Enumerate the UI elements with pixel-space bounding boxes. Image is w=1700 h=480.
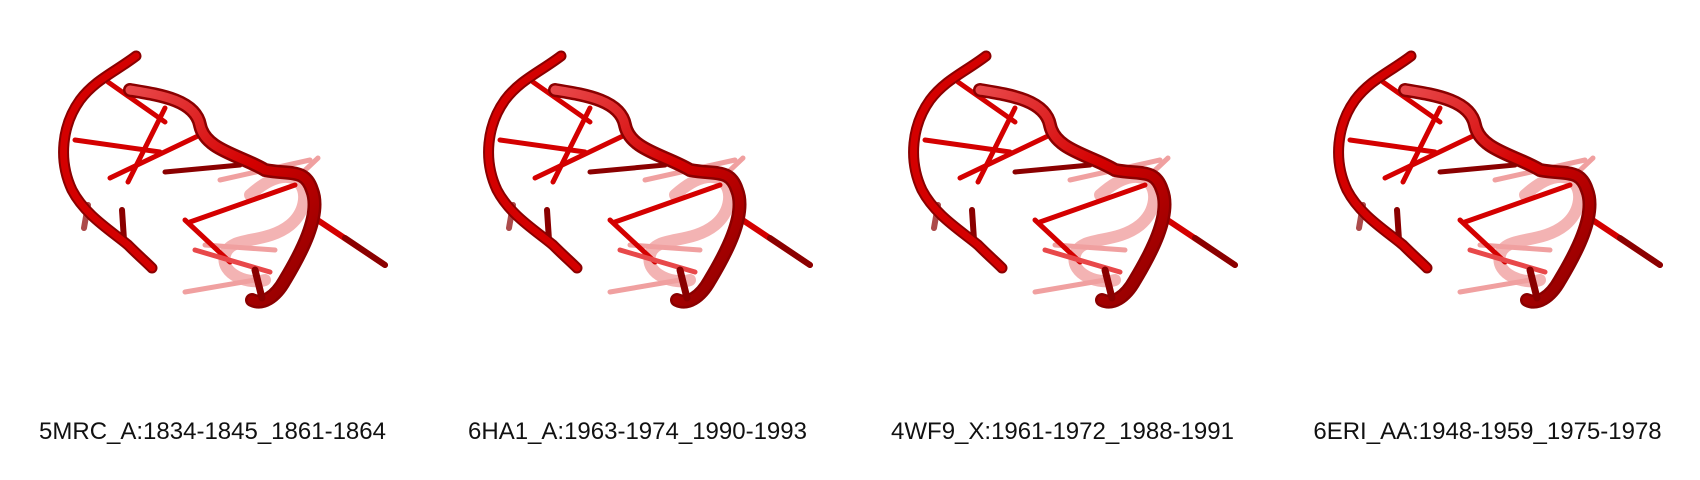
rna-structure-image xyxy=(1333,50,1663,309)
structure-caption: 4WF9_X:1961-1972_1988-1991 xyxy=(891,418,1234,445)
rna-structure-image xyxy=(483,50,813,309)
rna-structure-image xyxy=(58,50,388,309)
structure-panel-4: 6ERI_AA:1948-1959_1975-1978 xyxy=(1275,0,1700,480)
structure-caption: 6HA1_A:1963-1974_1990-1993 xyxy=(468,418,807,445)
structure-panel-2: 6HA1_A:1963-1974_1990-1993 xyxy=(425,0,850,480)
structure-panel-3: 4WF9_X:1961-1972_1988-1991 xyxy=(850,0,1275,480)
structure-panel-1: 5MRC_A:1834-1845_1861-1864 xyxy=(0,0,425,480)
structure-caption: 6ERI_AA:1948-1959_1975-1978 xyxy=(1313,418,1662,445)
rna-structure-image xyxy=(908,50,1238,309)
structure-caption: 5MRC_A:1834-1845_1861-1864 xyxy=(39,418,386,445)
